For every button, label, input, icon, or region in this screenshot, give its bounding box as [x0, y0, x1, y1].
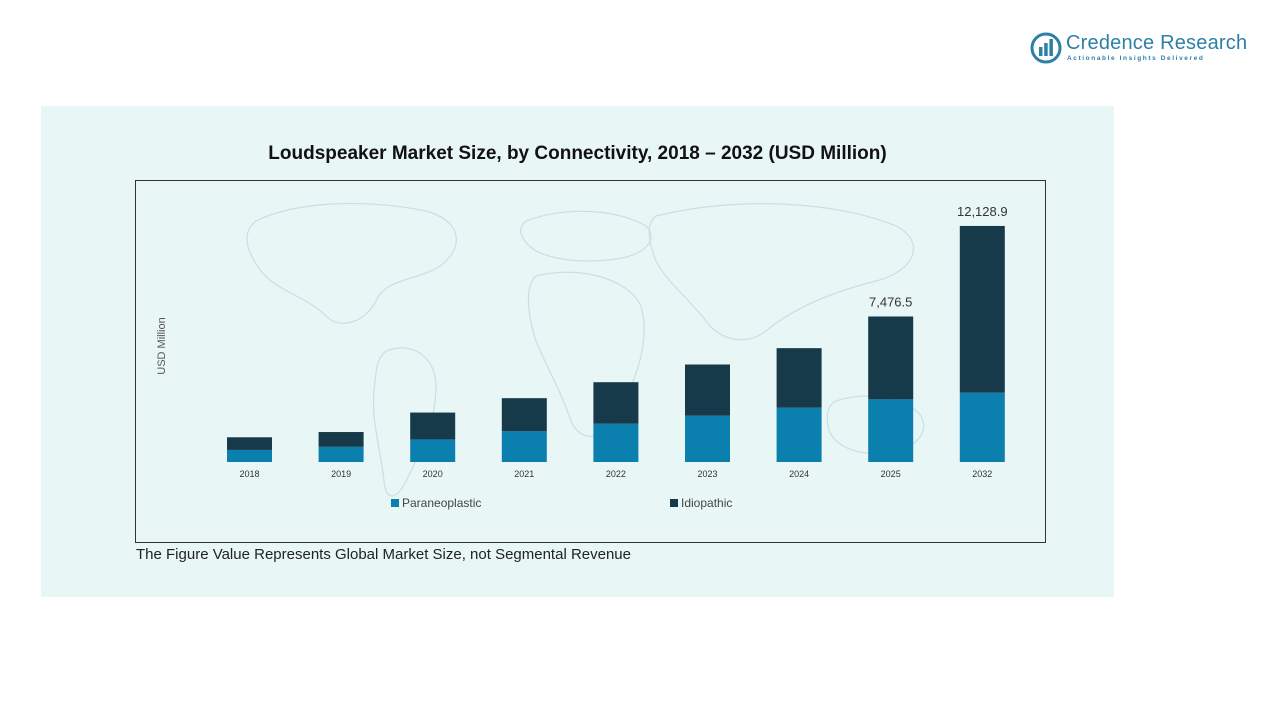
bar-paraneoplastic-2023 [685, 415, 730, 462]
chart-title: Loudspeaker Market Size, by Connectivity… [268, 143, 887, 164]
brand-name: Credence Research [1066, 32, 1248, 54]
legend-swatch-idiopathic [670, 499, 678, 507]
bar-idiopathic-2022 [593, 382, 639, 424]
bar-paraneoplastic-2020 [410, 439, 456, 462]
x-tick-label: 2018 [239, 469, 259, 479]
x-tick-label: 2020 [423, 469, 443, 479]
x-tick-label: 2032 [972, 469, 992, 479]
bar-paraneoplastic-2024 [776, 407, 822, 462]
brand-tagline: Actionable Insights Delivered [1067, 55, 1205, 62]
x-tick-label: 2019 [331, 469, 351, 479]
bar-idiopathic-2021 [501, 398, 547, 432]
brand-logo: Credence Research Actionable Insights De… [1030, 30, 1247, 66]
bar-paraneoplastic-2021 [501, 431, 547, 462]
bar-paraneoplastic-2032 [959, 392, 1005, 462]
chart-frame: USD Million 2018 2019 2020 2021 2022 2023 2024 2… [135, 180, 1046, 543]
bar-idiopathic-2023 [685, 364, 730, 416]
x-tick-label: 2021 [514, 469, 534, 479]
x-tick-label: 2022 [606, 469, 626, 479]
legend-label: Paraneoplastic [402, 496, 481, 510]
bar-idiopathic-2024 [776, 348, 822, 408]
bar-paraneoplastic-2022 [593, 423, 639, 462]
y-axis-label: USD Million [156, 317, 168, 374]
legend-swatch-paraneoplastic [391, 499, 399, 507]
chart-panel [41, 106, 1114, 597]
bar-idiopathic-2032 [959, 225, 1005, 393]
bar-idiopathic-2018 [227, 437, 272, 450]
x-tick-label: 2025 [881, 469, 901, 479]
bar-chart-circle-icon [1030, 32, 1062, 64]
bar-idiopathic-2025 [868, 316, 914, 400]
bar-paraneoplastic-2025 [868, 399, 914, 462]
legend-label: Idiopathic [681, 496, 732, 510]
data-label: 7,476.5 [869, 294, 912, 309]
bar-idiopathic-2019 [318, 432, 364, 447]
bar-paraneoplastic-2018 [227, 449, 272, 462]
bar-idiopathic-2020 [410, 412, 456, 440]
chart-plot: USD Million 2018 2019 2020 2021 2022 2023 2024 2… [156, 203, 1008, 510]
x-tick-label: 2024 [789, 469, 809, 479]
x-tick-label: 2023 [697, 469, 717, 479]
data-label: 12,128.9 [957, 204, 1008, 219]
bar-paraneoplastic-2019 [318, 446, 364, 462]
chart-footnote: The Figure Value Represents Global Marke… [136, 546, 631, 563]
